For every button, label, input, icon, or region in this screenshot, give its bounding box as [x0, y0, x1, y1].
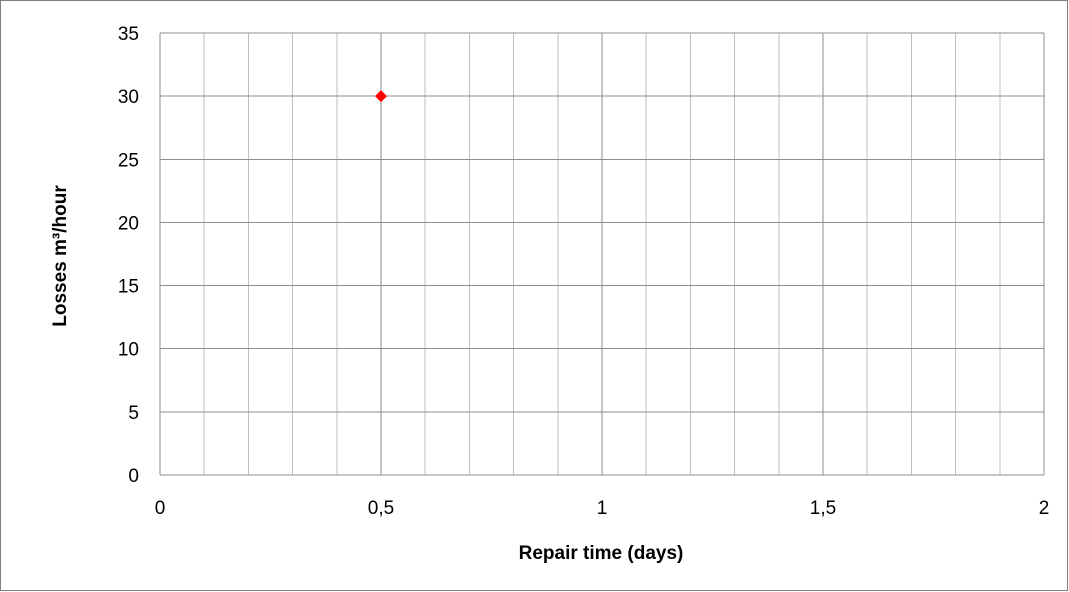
- y-tick-label: 30: [118, 87, 139, 108]
- x-tick-label: 0: [155, 498, 166, 519]
- y-tick-label: 35: [118, 24, 139, 45]
- x-tick-label: 0,5: [368, 498, 394, 519]
- x-axis-title: Repair time (days): [519, 543, 684, 564]
- y-axis-title: Losses m³/hour: [50, 185, 71, 327]
- data-point-diamond: [375, 90, 387, 103]
- data-points: [375, 90, 387, 103]
- y-tick-label: 10: [118, 340, 139, 361]
- y-tick-label: 5: [128, 403, 139, 424]
- y-tick-label: 0: [128, 466, 139, 487]
- axes: [159, 33, 1044, 476]
- y-tick-label: 15: [118, 277, 139, 298]
- grid-lines: [160, 32, 1045, 475]
- x-tick-label: 1,5: [810, 498, 836, 519]
- y-tick-label: 25: [118, 150, 139, 171]
- y-tick-label: 20: [118, 213, 139, 234]
- x-tick-label: 2: [1039, 498, 1050, 519]
- x-tick-label: 1: [597, 498, 608, 519]
